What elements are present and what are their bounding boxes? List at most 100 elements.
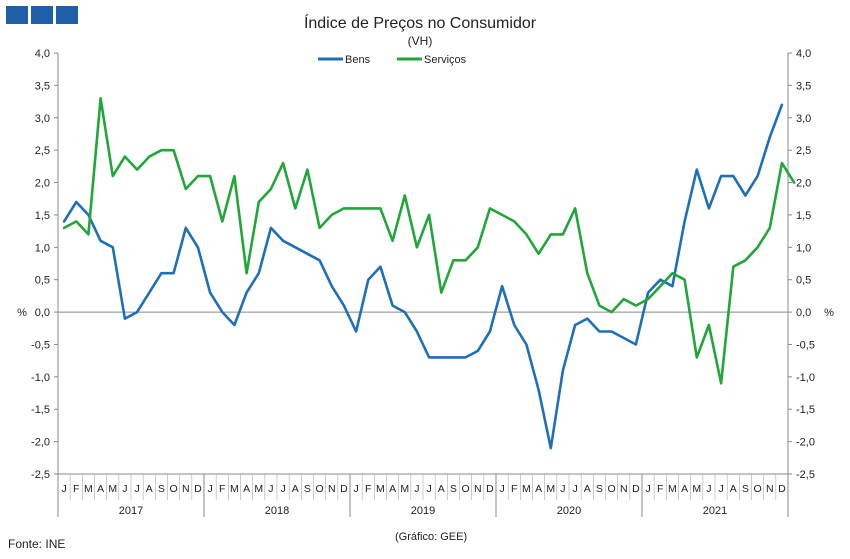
- month-tick-label: J: [572, 483, 577, 495]
- month-tick-label: M: [254, 483, 263, 495]
- month-tick-label: O: [315, 483, 323, 495]
- month-tick-label: J: [61, 483, 66, 495]
- month-tick-label: F: [219, 483, 225, 495]
- month-tick-label: N: [328, 483, 336, 495]
- month-tick-label: J: [645, 483, 650, 495]
- y-tick-label-left: 3,5: [35, 80, 50, 92]
- month-tick-label: D: [778, 483, 786, 495]
- y-tick-label-left: 1,5: [35, 210, 50, 222]
- year-label: 2019: [411, 505, 435, 517]
- month-tick-label: A: [730, 483, 737, 495]
- month-tick-label: M: [546, 483, 555, 495]
- y-tick-label-left: 2,0: [35, 178, 50, 190]
- month-tick-label: M: [400, 483, 409, 495]
- month-tick-label: N: [474, 483, 482, 495]
- footer-credit: (Gráfico: GEE): [395, 531, 468, 543]
- month-tick-label: A: [292, 483, 299, 495]
- logo-block-1: [6, 6, 28, 24]
- month-tick-label: S: [158, 483, 165, 495]
- month-tick-label: O: [461, 483, 469, 495]
- year-label: 2021: [703, 505, 727, 517]
- y-tick-label-left: 2,5: [35, 145, 50, 157]
- y-tick-label-left: 0,0: [35, 307, 50, 319]
- month-tick-label: S: [304, 483, 311, 495]
- month-tick-label: D: [194, 483, 202, 495]
- month-tick-label: S: [450, 483, 457, 495]
- month-tick-label: D: [340, 483, 348, 495]
- month-tick-label: O: [753, 483, 761, 495]
- month-tick-label: J: [718, 483, 723, 495]
- month-tick-label: M: [668, 483, 677, 495]
- month-tick-label: D: [486, 483, 494, 495]
- y-tick-label-right: 0,5: [796, 275, 811, 287]
- y-tick-label-left: 0,5: [35, 275, 50, 287]
- month-tick-label: N: [620, 483, 628, 495]
- month-tick-label: J: [499, 483, 504, 495]
- month-tick-label: M: [84, 483, 93, 495]
- month-tick-label: F: [657, 483, 663, 495]
- year-label: 2020: [557, 505, 581, 517]
- month-tick-label: J: [280, 483, 285, 495]
- logo-block-3: [56, 6, 78, 24]
- y-tick-label-right: 3,5: [796, 80, 811, 92]
- year-label: 2017: [119, 505, 143, 517]
- y-unit-left: %: [17, 307, 27, 319]
- month-tick-label: A: [389, 483, 396, 495]
- month-tick-label: O: [169, 483, 177, 495]
- y-tick-label-right: 3,0: [796, 113, 811, 125]
- legend-label-servicos: Serviços: [424, 54, 467, 66]
- month-tick-label: J: [706, 483, 711, 495]
- month-tick-label: S: [742, 483, 749, 495]
- month-tick-label: A: [584, 483, 591, 495]
- month-tick-label: F: [511, 483, 517, 495]
- month-tick-label: N: [766, 483, 774, 495]
- month-tick-label: A: [243, 483, 250, 495]
- month-tick-label: M: [522, 483, 531, 495]
- month-tick-label: J: [207, 483, 212, 495]
- month-tick-label: M: [230, 483, 239, 495]
- y-tick-label-left: -2,0: [31, 437, 50, 449]
- month-tick-label: F: [73, 483, 79, 495]
- month-tick-label: J: [414, 483, 419, 495]
- y-tick-label-right: -1,0: [796, 372, 815, 384]
- y-tick-label-left: 3,0: [35, 113, 50, 125]
- y-tick-label-right: 1,0: [796, 242, 811, 254]
- month-tick-label: O: [607, 483, 615, 495]
- month-tick-label: A: [97, 483, 104, 495]
- y-tick-label-left: -1,0: [31, 372, 50, 384]
- month-tick-label: S: [596, 483, 603, 495]
- year-label: 2018: [265, 505, 289, 517]
- month-tick-label: A: [438, 483, 445, 495]
- month-tick-label: M: [692, 483, 701, 495]
- chart-subtitle: (VH): [408, 34, 433, 48]
- month-tick-label: J: [426, 483, 431, 495]
- y-tick-label-right: -1,5: [796, 404, 815, 416]
- month-tick-label: M: [108, 483, 117, 495]
- month-tick-label: A: [681, 483, 688, 495]
- y-tick-label-right: 2,5: [796, 145, 811, 157]
- month-tick-label: J: [122, 483, 127, 495]
- month-tick-label: D: [632, 483, 640, 495]
- month-tick-label: N: [182, 483, 190, 495]
- y-tick-label-left: -2,5: [31, 469, 50, 481]
- month-tick-label: A: [535, 483, 542, 495]
- y-tick-label-right: 1,5: [796, 210, 811, 222]
- series-line-bens: [62, 103, 784, 450]
- y-tick-label-left: 1,0: [35, 242, 50, 254]
- legend-label-bens: Bens: [345, 54, 371, 66]
- series-line-servicos: [62, 97, 796, 385]
- y-tick-label-left: -1,5: [31, 404, 50, 416]
- month-tick-label: M: [376, 483, 385, 495]
- footer-source: Fonte: INE: [8, 537, 66, 551]
- month-tick-label: J: [268, 483, 273, 495]
- y-tick-label-left: -0,5: [31, 339, 50, 351]
- y-tick-label-right: -2,5: [796, 469, 815, 481]
- legend: Bens Serviços: [318, 54, 467, 66]
- y-tick-label-right: 0,0: [796, 307, 811, 319]
- y-tick-label-left: 4,0: [35, 48, 50, 60]
- chart-title: Índice de Preços no Consumidor: [304, 13, 537, 32]
- y-tick-label-right: 4,0: [796, 48, 811, 60]
- y-tick-label-right: 2,0: [796, 178, 811, 190]
- month-tick-label: J: [134, 483, 139, 495]
